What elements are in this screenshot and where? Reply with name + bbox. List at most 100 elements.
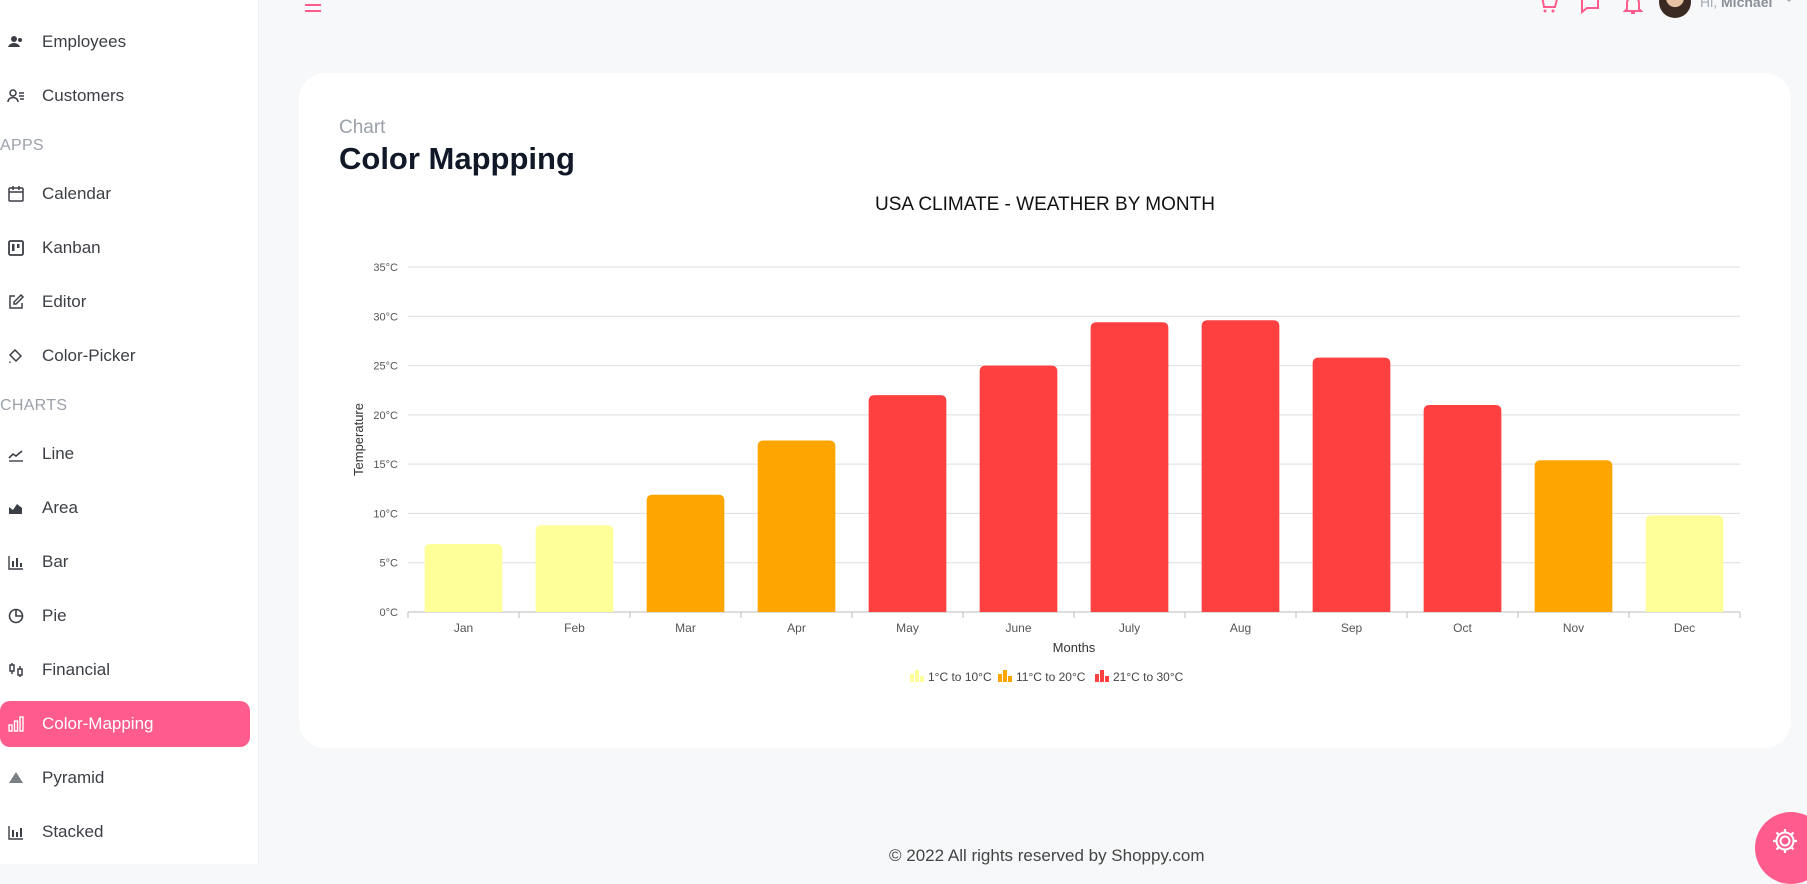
y-tick-label: 5°C <box>380 558 399 570</box>
sidebar-item-label: Customers <box>42 86 125 105</box>
settings-button[interactable] <box>1755 812 1807 884</box>
page-eyebrow: Chart <box>339 117 386 138</box>
sidebar-item-color-picker[interactable]: Color-Picker <box>0 333 250 379</box>
bar <box>535 525 614 612</box>
legend-swatch <box>1008 676 1012 682</box>
x-tick-label: Jan <box>454 621 473 635</box>
sidebar-item-label: Pie <box>42 606 67 625</box>
menu-icon[interactable] <box>302 0 324 16</box>
bar <box>757 440 836 612</box>
sidebar-item-pie[interactable]: Pie <box>0 593 250 639</box>
sidebar-item-color-mapping[interactable]: Color-Mapping <box>0 701 250 747</box>
color-mapping-chart: USA CLIMATE - WEATHER BY MONTH 0°C 5°C 10°C… <box>330 182 1750 702</box>
sidebar-item-editor[interactable]: Editor <box>0 279 250 325</box>
sidebar-item-area[interactable]: Area <box>0 485 250 531</box>
legend-swatch <box>1105 676 1109 682</box>
sidebar-item-line[interactable]: Line <box>0 431 250 477</box>
legend-label: 21°C to 30°C <box>1113 670 1184 684</box>
bar <box>979 365 1058 612</box>
x-tick-label: Mar <box>675 621 696 635</box>
sidebar-item-stacked[interactable]: Stacked <box>0 809 250 855</box>
x-tick-label: Sep <box>1341 621 1363 635</box>
legend-swatch <box>998 674 1002 682</box>
section-title-apps: APPS <box>0 137 44 154</box>
sidebar-item-calendar[interactable]: Calendar <box>0 171 250 217</box>
area-chart-icon <box>6 498 26 518</box>
sidebar-item-label: Area <box>42 498 78 517</box>
sidebar-item-label: Stacked <box>42 822 104 841</box>
bar <box>1090 322 1169 612</box>
gear-icon <box>1773 829 1797 853</box>
footer-text: © 2022 All rights reserved by Shoppy.com <box>889 846 1205 865</box>
sidebar-item-pyramid[interactable]: Pyramid <box>0 755 250 801</box>
bar <box>1423 405 1502 612</box>
y-tick-label: 15°C <box>373 459 398 471</box>
pyramid-icon <box>6 768 26 788</box>
sidebar-item-label: Editor <box>42 292 87 311</box>
color-mapping-icon <box>6 714 26 734</box>
cart-icon[interactable] <box>1536 0 1560 16</box>
sidebar-item-label: Employees <box>42 32 127 51</box>
color-picker-icon <box>6 346 26 366</box>
legend-swatch <box>1003 670 1007 682</box>
bar <box>868 395 947 612</box>
user-name: Michael <box>1721 0 1773 10</box>
y-tick-label: 10°C <box>373 508 398 520</box>
financial-icon <box>6 660 26 680</box>
bar <box>1645 515 1724 612</box>
sidebar-item-bar[interactable]: Bar <box>0 539 250 585</box>
notification-bell-icon[interactable] <box>1621 0 1645 16</box>
calendar-icon <box>6 184 26 204</box>
sidebar-item-label: Bar <box>42 552 69 571</box>
avatar[interactable] <box>1659 0 1691 18</box>
chevron-down-icon[interactable] <box>1782 0 1796 6</box>
y-tick-label: 30°C <box>373 311 398 323</box>
sidebar-item-label: Color-Mapping <box>42 714 154 733</box>
chart-svg: USA CLIMATE - WEATHER BY MONTH 0°C 5°C 10°C… <box>351 194 1741 684</box>
x-tick-label: Feb <box>564 621 585 635</box>
sidebar-item-label: Kanban <box>42 238 101 257</box>
pie-chart-icon <box>6 606 26 626</box>
line-chart-icon <box>6 444 26 464</box>
legend-label: 11°C to 20°C <box>1016 670 1086 684</box>
legend-swatch <box>1100 670 1104 682</box>
page-title: Color Mappping <box>339 141 575 176</box>
x-tick-label: Apr <box>787 621 806 635</box>
x-tick-label: Dec <box>1674 621 1695 635</box>
x-tick-label: Oct <box>1453 621 1472 635</box>
sidebar-item-financial[interactable]: Financial <box>0 647 250 693</box>
chart-title: USA CLIMATE - WEATHER BY MONTH <box>875 194 1215 215</box>
bar <box>646 494 725 612</box>
x-tick-label: June <box>1005 621 1031 635</box>
bar <box>1201 320 1280 612</box>
bar-chart-icon <box>6 552 26 572</box>
x-tick-label: Aug <box>1230 621 1251 635</box>
sidebar-item-customers[interactable]: Customers <box>0 73 250 119</box>
y-tick-label: 25°C <box>373 361 398 373</box>
sidebar-item-employees[interactable]: Employees <box>0 19 250 65</box>
section-title-charts: CHARTS <box>0 397 68 414</box>
y-axis-label: Temperature <box>351 403 366 476</box>
legend-swatch <box>1095 674 1099 682</box>
x-tick-label: May <box>896 621 919 635</box>
x-axis-label: Months <box>1053 640 1096 655</box>
legend-swatch <box>915 670 919 682</box>
editor-icon <box>6 292 26 312</box>
bar <box>1312 357 1391 612</box>
bar <box>1534 460 1613 612</box>
greeting-label: Hi, <box>1700 0 1718 10</box>
customers-icon <box>6 86 26 106</box>
chat-icon[interactable] <box>1578 0 1602 16</box>
employees-icon <box>6 32 26 52</box>
bar <box>424 543 503 612</box>
sidebar-item-label: Financial <box>42 660 111 679</box>
x-tick-label: Nov <box>1563 621 1584 635</box>
sidebar-item-label: Color-Picker <box>42 346 136 365</box>
user-greeting[interactable]: Hi, Michael <box>1700 0 1772 10</box>
y-tick-label: 20°C <box>373 410 398 422</box>
y-tick-label: 0°C <box>380 607 399 619</box>
legend-swatch <box>910 674 914 682</box>
stacked-icon <box>6 822 26 842</box>
sidebar-item-kanban[interactable]: Kanban <box>0 225 250 271</box>
legend-label: 1°C to 10°C <box>928 670 992 684</box>
